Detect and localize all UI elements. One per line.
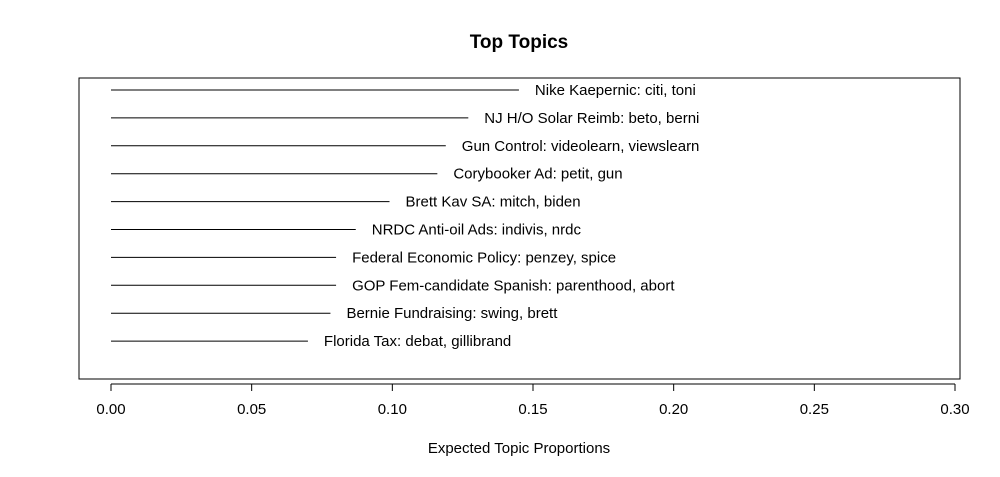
- x-tick-label: 0.25: [800, 401, 829, 418]
- x-tick-label: 0.30: [940, 401, 969, 418]
- topic-label: Nike Kaepernic: citi, toni: [535, 82, 696, 99]
- x-tick-label: 0.20: [659, 401, 688, 418]
- topic-label: Brett Kav SA: mitch, biden: [406, 194, 581, 211]
- x-tick-label: 0.15: [518, 401, 547, 418]
- topic-label: NRDC Anti-oil Ads: indivis, nrdc: [372, 222, 582, 239]
- bars-group: Nike Kaepernic: citi, toni NJ H/O Solar R…: [111, 82, 699, 350]
- x-axis-label: Expected Topic Proportions: [428, 440, 610, 457]
- x-axis: 0.00 0.05 0.10 0.15 0.20 0.25 0.30: [96, 383, 970, 418]
- x-tick-label: 0.00: [96, 401, 125, 418]
- topic-label: Federal Economic Policy: penzey, spice: [352, 249, 616, 266]
- topic-label: GOP Fem-candidate Spanish: parenthood, a…: [352, 277, 675, 294]
- plot-frame: [78, 77, 961, 380]
- topic-label: NJ H/O Solar Reimb: beto, berni: [484, 110, 699, 127]
- x-tick-label: 0.05: [237, 401, 266, 418]
- chart-title: Top Topics: [470, 32, 569, 53]
- topic-label: Bernie Fundraising: swing, brett: [346, 305, 558, 322]
- topic-label: Corybooker Ad: petit, gun: [453, 166, 622, 183]
- topic-label: Gun Control: videolearn, viewslearn: [462, 138, 700, 155]
- x-tick-label: 0.10: [378, 401, 407, 418]
- topic-label: Florida Tax: debat, gillibrand: [324, 333, 511, 350]
